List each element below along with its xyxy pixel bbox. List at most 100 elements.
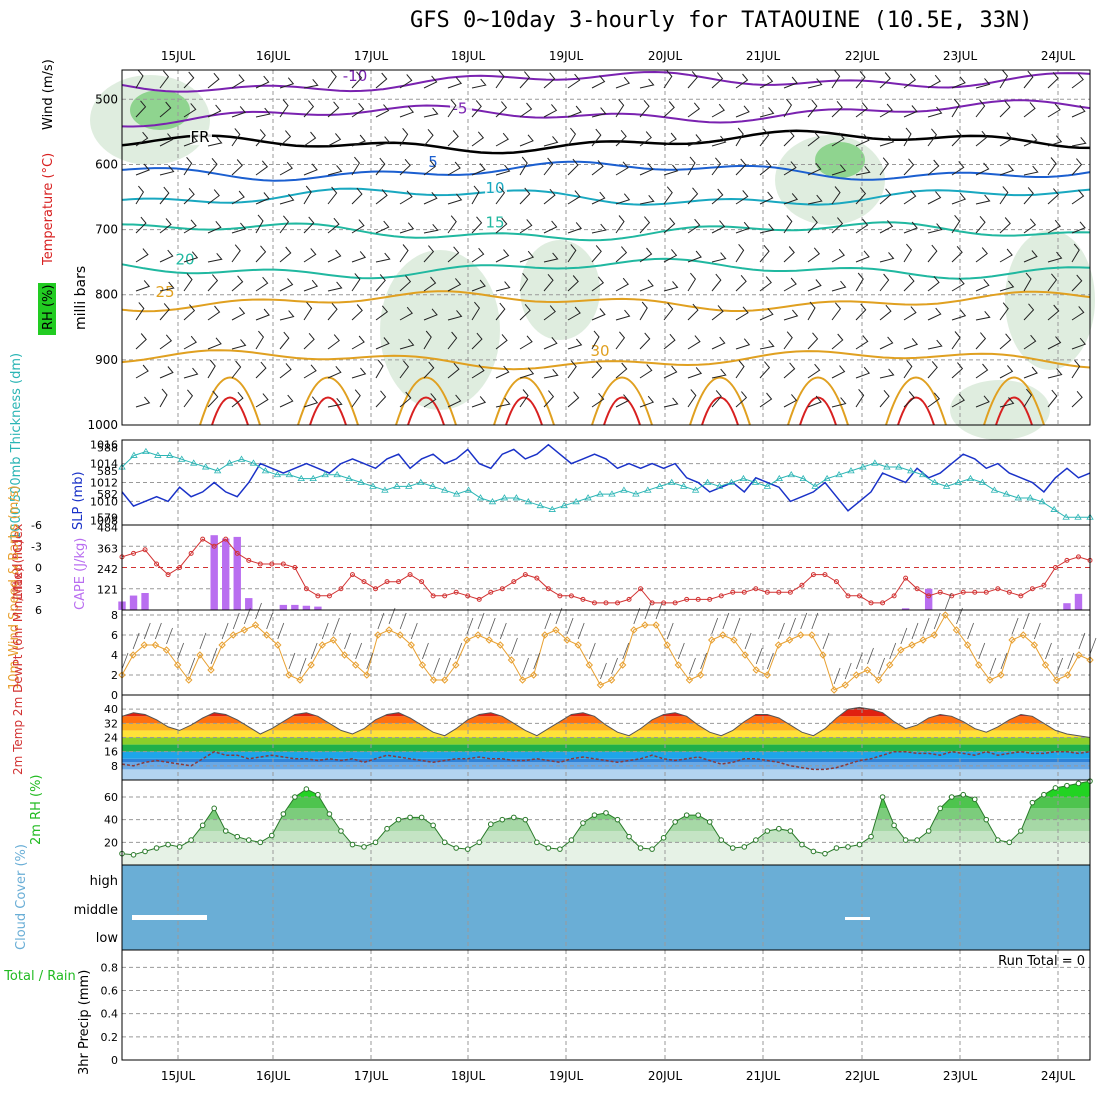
wind-barb: [711, 103, 725, 118]
x-tick-bottom: 22JUL: [845, 1069, 880, 1083]
lifted-index-point: [995, 586, 1001, 592]
wind-barb: [543, 305, 556, 321]
lifted-index-point: [684, 596, 690, 602]
isotherm-loop: [199, 376, 261, 426]
lifted-index-point: [303, 586, 309, 592]
rh-point: [753, 837, 759, 843]
wind-barb: [159, 218, 172, 234]
wind-barb: [711, 368, 727, 379]
wind-barb: [615, 331, 626, 350]
wind-barb: [975, 363, 989, 379]
wind-speed-point: [719, 631, 727, 639]
lifted-index-point: [396, 579, 402, 585]
cloud-gap-middle: [845, 917, 870, 920]
wind-barb: [231, 339, 247, 350]
rh-point: [326, 811, 333, 817]
wind-barb: [687, 389, 697, 408]
isotherm-label: -5: [453, 100, 468, 118]
thickness-point: [500, 494, 509, 501]
wind-barb: [567, 391, 580, 408]
thickness-point: [417, 478, 425, 485]
lifted-index-point: [384, 579, 390, 585]
wind-barb: [495, 397, 511, 408]
wind-speed-point: [363, 671, 371, 679]
wind-barb: [1047, 336, 1062, 350]
thickness-point: [130, 451, 138, 458]
wind-barb: [663, 70, 673, 89]
lifted-index-point: [419, 579, 425, 585]
wind-barb-10m: [321, 622, 329, 640]
wind-barb: [735, 243, 745, 263]
wind-barb: [471, 100, 482, 118]
wind-barb: [447, 215, 457, 234]
wind-barb: [663, 365, 678, 379]
lifted-index-point: [591, 600, 597, 606]
isotherm-loop-hot: [211, 396, 249, 426]
wind-speed-point: [663, 641, 671, 649]
wind-barb: [159, 186, 170, 205]
wind-barb: [831, 164, 847, 176]
lifted-index-point: [822, 572, 828, 578]
wind-barb-10m: [266, 612, 274, 630]
lifted-index-point: [718, 593, 724, 599]
isotherm-loop: [297, 376, 359, 426]
wind-barb: [1047, 157, 1057, 176]
wind-speed-point: [897, 646, 905, 654]
lifted-index-point: [891, 593, 897, 599]
y-tick-slp: 1012: [90, 477, 118, 490]
wind-barb: [207, 104, 222, 118]
isotherm-label-bg: [590, 343, 612, 359]
wind-barb: [783, 161, 797, 176]
wind-barb-10m: [410, 622, 418, 640]
lifted-index-point: [534, 575, 540, 581]
wind-barb: [519, 250, 535, 263]
wind-speed-point: [1064, 671, 1072, 679]
rh-point: [937, 805, 943, 812]
wind-barb: [1023, 187, 1034, 205]
lifted-index-point: [1041, 582, 1047, 588]
cape-bar: [279, 604, 288, 610]
rh-point: [810, 848, 817, 855]
wind-barb: [567, 338, 583, 350]
wind-barb: [279, 99, 289, 118]
isotherm-line: [121, 221, 1091, 242]
wind-barb-10m: [811, 612, 819, 630]
wind-barb: [423, 276, 437, 292]
wind-barb: [615, 129, 627, 147]
rh-point: [499, 816, 506, 823]
wind-barb: [567, 158, 579, 176]
wind-barb: [687, 250, 702, 263]
wind-barb-10m: [210, 647, 218, 665]
wind-barb: [567, 190, 581, 205]
wind-barb: [519, 335, 533, 350]
thickness-point: [691, 486, 700, 493]
wind-barb: [639, 395, 655, 408]
isotherm-loop-hot: [407, 396, 445, 426]
rh-point: [925, 828, 932, 834]
wind-barb: [903, 243, 913, 263]
rh-point: [280, 811, 287, 817]
wind-barb: [615, 161, 629, 176]
rh-point: [441, 839, 448, 846]
wind-barb: [927, 276, 940, 292]
wind-barb: [759, 191, 774, 205]
rh-point: [430, 822, 436, 829]
wind-barb: [183, 71, 195, 89]
temp-band: [122, 737, 1090, 745]
wind-barb: [135, 302, 145, 321]
rh-point: [995, 837, 1001, 843]
wind-barb: [519, 102, 533, 118]
wind-barb: [783, 215, 793, 234]
wind-barb: [615, 246, 628, 263]
wind-barb: [807, 194, 823, 205]
wind-barb: [855, 187, 867, 205]
lifted-index-point: [476, 596, 482, 602]
wind-barb: [183, 273, 193, 292]
wind-barb: [519, 303, 531, 321]
temp-band: [122, 730, 1090, 738]
wind-speed-point: [797, 631, 805, 639]
wind-barb: [1047, 219, 1061, 234]
wind-barb: [183, 219, 197, 234]
thickness-point: [656, 482, 664, 489]
wind-barb: [255, 214, 264, 234]
